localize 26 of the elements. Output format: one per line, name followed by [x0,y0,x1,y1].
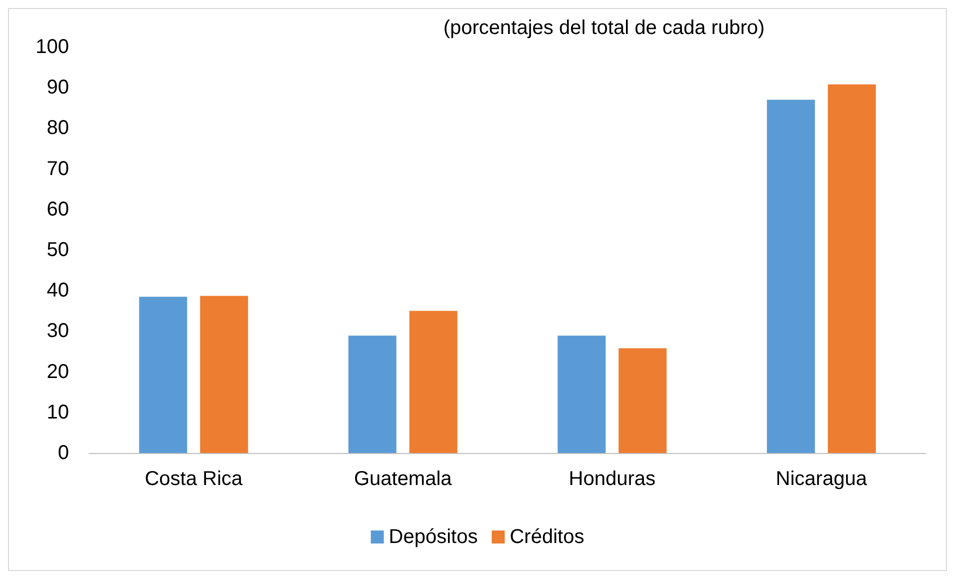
y-tick-label: 60 [46,198,69,220]
bar [828,84,876,453]
chart-title: (porcentajes del total de cada rubro) [443,17,765,39]
bar [618,348,667,453]
legend-label: Depósitos [388,526,478,548]
bar [348,336,396,453]
x-tick-label: Honduras [568,468,656,490]
bar [200,296,248,453]
x-tick-label: Costa Rica [144,468,244,490]
bar [409,310,458,453]
bar [139,296,188,453]
x-tick-label: Guatemala [354,468,453,490]
y-tick-label: 10 [46,401,69,424]
legend-label: Créditos [510,526,584,548]
y-tick-label: 30 [46,320,69,342]
bar [766,100,815,453]
y-tick-label: 40 [46,280,69,302]
y-tick-label: 70 [46,158,69,180]
x-tick-label: Nicaragua [776,468,868,490]
bar [558,336,606,453]
y-tick-label: 50 [46,239,69,261]
y-tick-label: 20 [46,360,69,383]
y-tick-label: 80 [46,117,69,140]
y-tick-label: 0 [58,442,69,464]
y-tick-label: 100 [36,36,69,58]
y-tick-label: 90 [46,76,69,99]
